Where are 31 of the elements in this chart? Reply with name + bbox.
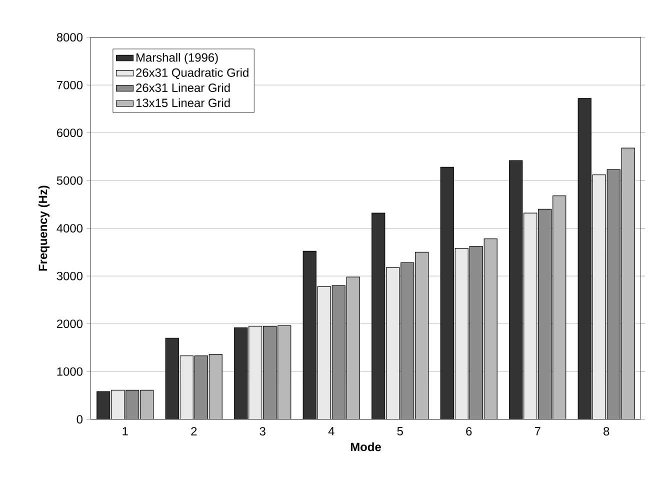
bar <box>278 325 292 420</box>
y-tick-label: 0 <box>76 415 83 424</box>
x-tick-label: 1 <box>122 427 128 436</box>
bar <box>552 196 566 420</box>
y-tick-label: 8000 <box>56 33 83 42</box>
y-tick-label: 7000 <box>57 80 83 90</box>
bar <box>415 252 429 420</box>
x-tick-label: 3 <box>260 427 266 436</box>
legend-label: Marshall (1996) <box>136 52 218 64</box>
x-tick-label: 6 <box>466 427 472 436</box>
legend-label: 26x31 Linear Grid <box>136 83 230 92</box>
bar <box>140 390 154 420</box>
x-tick-label: 7 <box>534 427 540 436</box>
y-tick-label: 6000 <box>57 128 83 138</box>
x-tick-label: 8 <box>604 427 610 436</box>
y-tick-label: 5000 <box>56 176 83 185</box>
x-tick-label: 4 <box>328 427 334 436</box>
y-tick-label: 2000 <box>56 320 83 328</box>
y-tick-label: 3000 <box>56 272 83 280</box>
x-axis-title: Mode <box>350 442 381 452</box>
bar <box>484 238 498 420</box>
x-tick-label: 5 <box>397 427 403 436</box>
y-axis-title: Frequency (Hz) <box>38 186 50 271</box>
bar <box>208 354 222 420</box>
bar <box>621 148 635 420</box>
legend-label: 26x31 Quadratic Grid <box>136 68 248 80</box>
y-tick-label: 4000 <box>56 224 83 233</box>
y-tick-label: 1000 <box>57 367 83 376</box>
bar <box>346 276 360 420</box>
legend-label: 13x15 Linear Grid <box>136 98 230 108</box>
x-tick-label: 2 <box>191 427 197 436</box>
